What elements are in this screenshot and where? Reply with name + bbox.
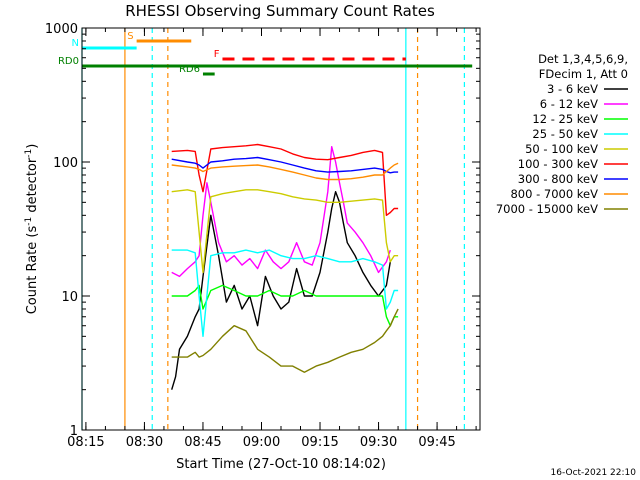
- flag-label-rd0: RD0: [58, 56, 79, 67]
- flag-label-n: N: [72, 38, 79, 49]
- flag-label-f: F: [214, 49, 220, 60]
- x-tick-label-0: 08:15: [67, 435, 104, 450]
- series-line-2: [171, 284, 399, 327]
- series-line-8: [171, 308, 399, 373]
- x-tick-label-6: 09:45: [418, 435, 455, 450]
- legend-label-3: 25 - 50 keV: [532, 127, 598, 141]
- legend-header-2: FDecim 1, Att 0: [539, 67, 628, 81]
- y-tick-label-1: 10: [61, 290, 78, 305]
- legend-label-0: 3 - 6 keV: [547, 82, 598, 96]
- x-axis-ticks: 08:15 08:30 08:45 09:00 09:15 09:30 09:45: [67, 28, 477, 450]
- legend-label-4: 50 - 100 keV: [525, 142, 598, 156]
- series-line-6: [171, 156, 399, 174]
- x-tick-label-4: 09:15: [301, 435, 338, 450]
- series-line-4: [171, 189, 399, 274]
- legend-label-7: 800 - 7000 keV: [510, 187, 598, 201]
- footer-date: 16-Oct-2021 22:10: [551, 468, 637, 478]
- legend-label-8: 7000 - 15000 keV: [496, 202, 598, 216]
- series-lines: [171, 143, 399, 390]
- legend-label-6: 300 - 800 keV: [518, 172, 598, 186]
- legend: Det 1,3,4,5,6,9, FDecim 1, Att 0 3 - 6 k…: [496, 52, 628, 216]
- chart-title: RHESSI Observing Summary Count Rates: [125, 2, 435, 20]
- x-tick-label-5: 09:30: [360, 435, 397, 450]
- y-tick-label-2: 100: [53, 156, 78, 171]
- flag-label-rd6: RD6: [179, 64, 200, 75]
- y-axis-label: Count Rate (s-1 detector-1): [24, 144, 40, 315]
- series-line-5: [171, 143, 399, 217]
- y-axis-label-part1: Count Rate (s: [25, 226, 40, 315]
- legend-label-2: 12 - 25 keV: [532, 112, 598, 126]
- y-tick-label-0: 1: [70, 424, 78, 439]
- x-tick-label-2: 08:45: [184, 435, 221, 450]
- x-axis-label: Start Time (27-Oct-10 08:14:02): [176, 457, 386, 472]
- x-tick-label-3: 09:00: [243, 435, 280, 450]
- legend-label-5: 100 - 300 keV: [518, 157, 598, 171]
- y-axis-label-sup2: -1: [24, 149, 34, 158]
- y-axis-ticks: 1 10 100 1000: [45, 22, 480, 439]
- series-line-0: [171, 190, 391, 390]
- y-axis-label-part2: detector: [25, 157, 40, 217]
- status-flags: S N F RD0 RD6: [58, 31, 473, 76]
- legend-label-1: 6 - 12 keV: [540, 97, 598, 111]
- y-axis-label-part3: ): [25, 144, 40, 149]
- y-tick-label-3: 1000: [45, 22, 78, 37]
- x-tick-label-1: 08:30: [126, 435, 163, 450]
- series-line-3: [171, 249, 399, 337]
- y-axis-label-sup1: -1: [24, 217, 34, 226]
- series-line-7: [171, 162, 399, 181]
- series-line-1: [171, 145, 391, 278]
- flag-label-s: S: [127, 31, 133, 42]
- legend-header-1: Det 1,3,4,5,6,9,: [538, 52, 628, 66]
